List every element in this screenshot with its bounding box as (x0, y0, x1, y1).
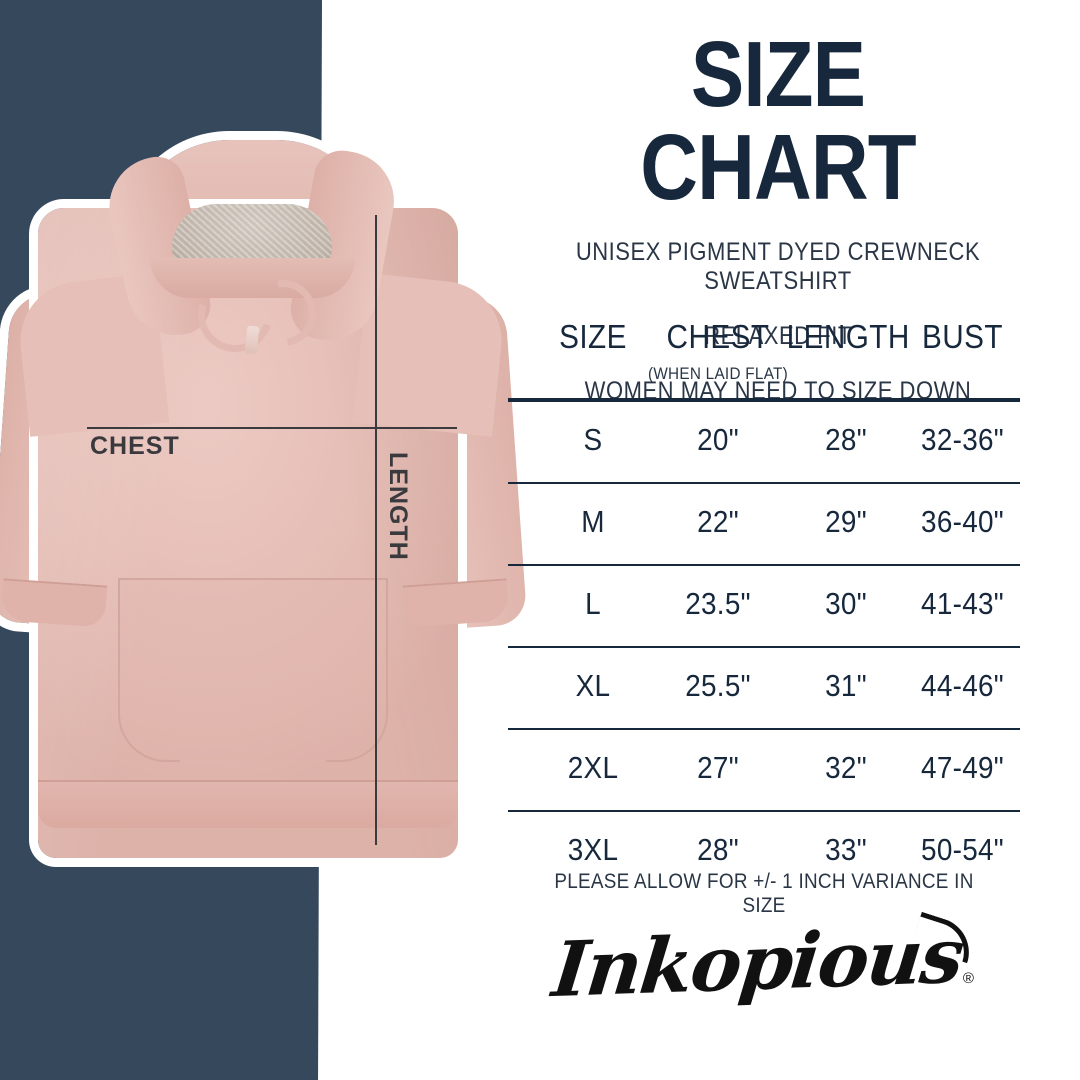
table-row: L 23.5" 30" 41-43" (508, 566, 1020, 648)
cell-bust: 50-54" (921, 832, 1004, 867)
table-top-rule (508, 398, 1020, 402)
size-table: SIZE CHEST LENGTH BUST (WHEN LAID FLAT) … (508, 318, 1020, 892)
subtitle-product: UNISEX PIGMENT DYED CREWNECK SWEATSHIRT (575, 238, 981, 295)
chart-content: SIZE CHART UNISEX PIGMENT DYED CREWNECK … (508, 0, 1048, 1080)
cell-length: 32" (825, 750, 867, 785)
cell-bust: 41-43" (921, 586, 1004, 621)
cell-size: S (583, 422, 603, 457)
variance-note: PLEASE ALLOW FOR +/- 1 INCH VARIANCE IN … (554, 870, 974, 917)
cell-size: M (581, 504, 605, 539)
cell-chest: 28" (697, 832, 739, 867)
cell-chest: 25.5" (685, 668, 751, 703)
subtitle-fit: RELAXED FIT (704, 322, 852, 350)
cell-size: L (585, 586, 601, 621)
pocket-opening-left (118, 578, 180, 762)
table-row: XL 25.5" 31" 44-46" (508, 648, 1020, 730)
length-measure-label: LENGTH (384, 452, 412, 561)
table-row: M 22" 29" 36-40" (508, 484, 1020, 566)
cell-length: 29" (825, 504, 867, 539)
cell-bust: 47-49" (921, 750, 1004, 785)
cell-size: XL (575, 668, 611, 703)
cell-chest: 20" (697, 422, 739, 457)
table-header-row: SIZE CHEST LENGTH BUST (WHEN LAID FLAT) (508, 318, 1020, 402)
cell-chest: 22" (697, 504, 739, 539)
brand-logo: Inkopious® (508, 911, 1020, 1014)
bottom-hem (38, 780, 458, 828)
cell-bust: 36-40" (921, 504, 1004, 539)
chest-measure-line (87, 427, 457, 429)
garment-photo (0, 130, 528, 875)
cell-size: 3XL (567, 832, 619, 867)
table-row: 3XL 28" 33" 50-54" (508, 812, 1020, 892)
column-header-bust: BUST (921, 318, 1003, 355)
column-header-length: LENGTH (786, 318, 910, 355)
cell-size: 2XL (567, 750, 619, 785)
cell-length: 28" (825, 422, 867, 457)
cell-chest: 27" (697, 750, 739, 785)
neck-band (150, 258, 355, 298)
length-measure-line (375, 215, 377, 845)
table-row: 2XL 27" 32" 47-49" (508, 730, 1020, 812)
cell-chest: 23.5" (685, 586, 751, 621)
registered-trademark-icon: ® (962, 969, 974, 987)
cell-bust: 44-46" (921, 668, 1004, 703)
table-row: S 20" 28" 32-36" (508, 402, 1020, 484)
pocket-opening-right (326, 578, 388, 762)
cell-length: 30" (825, 586, 867, 621)
column-header-note: (WHEN LAID FLAT) (647, 364, 789, 383)
column-header-chest: CHEST (666, 318, 770, 355)
cell-length: 31" (825, 668, 867, 703)
page-title: SIZE CHART (640, 22, 916, 219)
column-header-size: SIZE (559, 318, 627, 355)
cell-length: 33" (825, 832, 867, 867)
brand-wordmark: Inkopious (548, 910, 967, 1015)
chest-measure-label: CHEST (90, 432, 180, 460)
cell-bust: 32-36" (921, 422, 1004, 457)
